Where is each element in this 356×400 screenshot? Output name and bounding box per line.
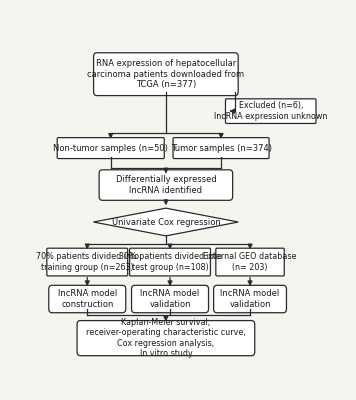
Text: 70% patients divided into
training group (n=263): 70% patients divided into training group… <box>36 252 139 272</box>
Polygon shape <box>94 208 238 236</box>
FancyBboxPatch shape <box>47 248 128 276</box>
FancyBboxPatch shape <box>173 138 269 158</box>
FancyBboxPatch shape <box>132 285 209 313</box>
Text: lncRNA model
validation: lncRNA model validation <box>220 289 280 309</box>
FancyBboxPatch shape <box>99 170 233 200</box>
Text: External GEO database
(n= 203): External GEO database (n= 203) <box>203 252 297 272</box>
Text: Kaplan-Meier survival,
receiver-operating characteristic curve,
Cox regression a: Kaplan-Meier survival, receiver-operatin… <box>86 318 246 358</box>
Text: Univariate Cox regression: Univariate Cox regression <box>111 218 220 226</box>
Text: Tumor samples (n=374): Tumor samples (n=374) <box>171 144 272 152</box>
Text: Differentially expressed
lncRNA identified: Differentially expressed lncRNA identifi… <box>115 175 216 195</box>
Text: lncRNA model
validation: lncRNA model validation <box>140 289 200 309</box>
FancyBboxPatch shape <box>57 138 164 158</box>
FancyBboxPatch shape <box>214 285 287 313</box>
Text: 30% patients divided into
test group (n=108): 30% patients divided into test group (n=… <box>119 252 221 272</box>
Text: Excluded (n=6),
lncRNA expression unknown: Excluded (n=6), lncRNA expression unknow… <box>214 102 328 121</box>
FancyBboxPatch shape <box>94 53 238 96</box>
FancyBboxPatch shape <box>77 320 255 356</box>
FancyBboxPatch shape <box>49 285 126 313</box>
Text: Non-tumor samples (n=50): Non-tumor samples (n=50) <box>53 144 168 152</box>
FancyBboxPatch shape <box>225 99 316 124</box>
Text: lncRNA model
construction: lncRNA model construction <box>58 289 117 309</box>
FancyBboxPatch shape <box>216 248 284 276</box>
FancyBboxPatch shape <box>130 248 210 276</box>
Text: RNA expression of hepatocellular
carcinoma patients downloaded from
TCGA (n=377): RNA expression of hepatocellular carcino… <box>87 59 245 89</box>
